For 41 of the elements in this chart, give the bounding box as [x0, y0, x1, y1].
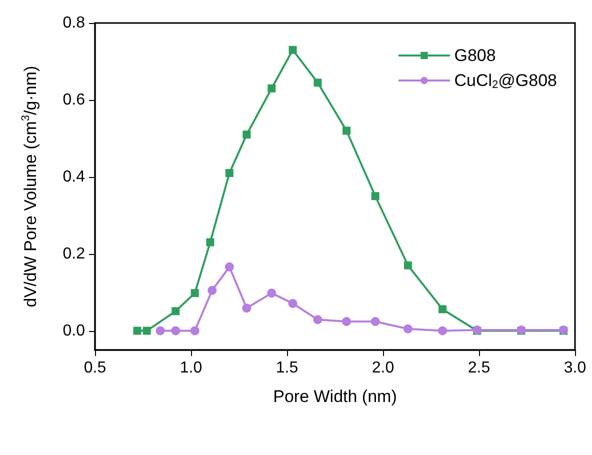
point: [224, 262, 234, 272]
x-axis-title: Pore Width (nm): [273, 387, 397, 406]
point: [172, 307, 180, 316]
y-tick-label: 0.8: [62, 14, 86, 32]
point: [438, 305, 447, 314]
x-tick-label: 1.0: [180, 360, 202, 376]
y-axis-title: dV/dW Pore Volume (cm3/g·nm): [20, 66, 40, 308]
point: [267, 288, 276, 298]
point: [370, 317, 380, 326]
point: [242, 304, 252, 313]
point: [403, 324, 412, 334]
point: [314, 78, 322, 87]
point: [142, 326, 151, 335]
point: [242, 130, 251, 139]
point: [190, 289, 199, 298]
y-tick-label: 0.2: [62, 245, 86, 262]
point: [288, 298, 298, 308]
y-tick-label: 0.4: [62, 168, 86, 186]
point: [438, 326, 448, 336]
point: [225, 169, 234, 178]
x-tick-label: 0.5: [84, 360, 106, 376]
point: [404, 261, 412, 270]
point: [190, 326, 200, 336]
x-tick-label: 2.5: [468, 360, 490, 376]
point: [371, 192, 380, 200]
point: [313, 315, 322, 324]
point: [342, 126, 351, 135]
legend-label: G808: [454, 46, 496, 65]
x-tick-label: 1.5: [276, 360, 298, 376]
y-tick-label: 0.0: [62, 322, 86, 340]
point: [208, 286, 217, 295]
y-tick-label: 0.6: [62, 91, 86, 108]
point: [206, 238, 214, 246]
x-tick-label: 3.0: [564, 360, 586, 376]
point: [156, 326, 165, 336]
x-tick-label: 2.0: [372, 360, 394, 376]
point: [133, 326, 142, 335]
point: [342, 317, 352, 326]
point: [171, 326, 180, 336]
point: [288, 46, 297, 54]
point: [268, 84, 276, 92]
